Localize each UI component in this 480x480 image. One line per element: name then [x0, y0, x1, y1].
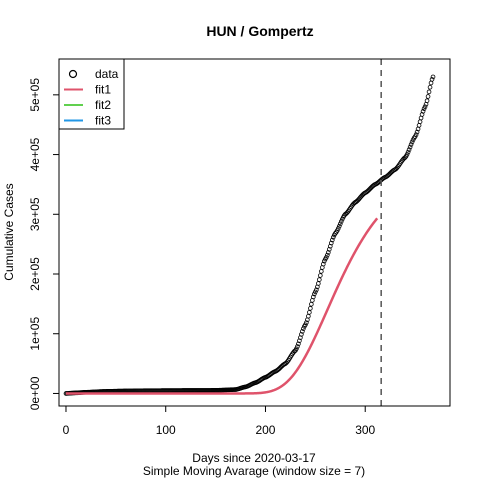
x-axis-label: Days since 2020-03-17: [192, 451, 316, 465]
data-point: [424, 98, 430, 104]
data-point: [425, 94, 431, 99]
data-point: [300, 329, 305, 334]
data-point: [405, 149, 411, 155]
data-point: [308, 306, 313, 311]
fit1-line: [65, 217, 379, 395]
data-point: [417, 119, 423, 125]
data-point: [318, 273, 323, 278]
chart-title: HUN / Gompertz: [206, 23, 313, 39]
legend-label: fit2: [95, 98, 111, 112]
data-point: [295, 344, 300, 349]
data-point: [406, 147, 412, 152]
x-axis: 0 100 200 300: [63, 406, 376, 437]
legend-marker: [68, 69, 78, 79]
data-point: [408, 142, 414, 147]
y-tick-label: 2e+05: [28, 257, 42, 291]
data-point: [420, 109, 426, 114]
data-point: [317, 277, 322, 282]
data-point: [407, 144, 413, 150]
data-point: [413, 132, 419, 138]
data-point: [306, 313, 311, 319]
y-tick-label: 4e+05: [28, 137, 42, 171]
data-point: [319, 269, 324, 274]
x-tick-label: 100: [156, 423, 176, 437]
data-point: [330, 235, 336, 240]
data-point: [304, 320, 309, 325]
data-point: [409, 139, 415, 145]
data-point: [311, 294, 316, 300]
data-point: [329, 237, 335, 243]
y-tick-label: 3e+05: [28, 197, 42, 231]
y-axis-label: Cumulative Cases: [2, 183, 16, 280]
data-point: [335, 226, 341, 231]
data-point: [301, 326, 306, 331]
data-point: [296, 341, 301, 347]
x-tick-label: 0: [63, 423, 70, 437]
data-point: [299, 332, 304, 337]
data-point: [429, 77, 435, 82]
data-point: [416, 123, 422, 128]
data-point: [328, 240, 334, 246]
x-tick-label: 300: [355, 423, 375, 437]
data-point: [307, 310, 312, 315]
data-point: [309, 301, 314, 307]
data-point: [422, 104, 428, 110]
y-tick-label: 1e+05: [28, 317, 42, 351]
y-axis: 0e+00 1e+05 2e+05 3e+05 4e+05 5e+05: [28, 78, 59, 410]
legend-label: fit1: [95, 83, 111, 97]
plot-area: [58, 58, 451, 407]
data-point: [427, 84, 433, 90]
data-point: [321, 261, 326, 267]
data-point: [336, 223, 342, 229]
legend-box: [58, 58, 125, 130]
data-point: [326, 250, 331, 255]
data-point: [324, 255, 329, 260]
data-point: [316, 281, 321, 286]
legend-label: data: [95, 67, 119, 81]
data-point: [337, 221, 343, 227]
data-point: [314, 287, 319, 293]
data-point: [294, 346, 299, 352]
x-tick-label: 200: [255, 423, 275, 437]
y-tick-label: 5e+05: [28, 78, 42, 112]
data-point: [404, 152, 410, 157]
data-point: [325, 252, 330, 258]
x-axis-sublabel: Simple Moving Avarage (window size = 7): [143, 464, 365, 478]
legend-label: fit3: [95, 114, 111, 128]
data-point: [430, 74, 436, 80]
y-tick-label: 0e+00: [28, 376, 42, 410]
data-point: [426, 89, 432, 95]
data-point: [338, 219, 344, 224]
